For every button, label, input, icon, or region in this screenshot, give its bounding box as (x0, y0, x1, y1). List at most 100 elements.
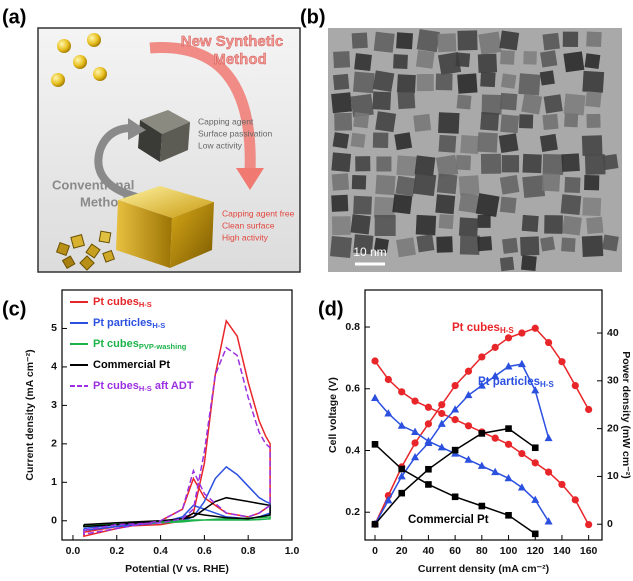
legend-subscript: H-S (139, 300, 152, 309)
nanocube (582, 71, 604, 93)
nanocube (522, 215, 539, 232)
nanocube (502, 238, 518, 254)
nanocube (521, 255, 537, 271)
legend-name: Commercial Pt (93, 359, 170, 371)
series-line (84, 321, 270, 536)
tem-image (328, 28, 622, 272)
nanocube (457, 30, 477, 50)
nanocube (478, 31, 501, 54)
nanocube (501, 73, 516, 88)
nanocube (585, 154, 606, 175)
nanocube (522, 154, 541, 173)
nanocube (375, 175, 395, 195)
nanocube (478, 215, 491, 228)
y-tick-label: 4 (51, 361, 57, 373)
marker (532, 325, 539, 332)
nanocube (460, 235, 480, 255)
nanocube (354, 53, 372, 71)
nanocube (476, 193, 500, 217)
marker (425, 420, 432, 427)
scheme-note: Clean surface (222, 220, 275, 230)
nanocube (413, 173, 436, 196)
marker (371, 394, 379, 401)
marker (572, 382, 579, 389)
annotation-subscript: H-S (500, 326, 514, 335)
new-method-text: New Synthetic (181, 33, 284, 50)
nanocube (482, 94, 502, 114)
nanocube (394, 132, 412, 150)
x-tick-label: 160 (580, 545, 598, 557)
marker (505, 441, 512, 448)
nanocube (439, 214, 454, 229)
marker (505, 334, 512, 341)
nanocube (417, 74, 434, 91)
panel-label: (b) (300, 6, 326, 28)
nanocube (564, 177, 580, 193)
nanocube (519, 114, 533, 128)
nanocube (563, 51, 584, 72)
nanocube (480, 112, 499, 131)
y2-tick-label: 40 (607, 327, 619, 339)
nanocube (353, 72, 375, 94)
nanocube (561, 194, 582, 215)
nanocube (333, 132, 350, 149)
nanocube (564, 93, 586, 115)
scheme-note: Low activity (198, 140, 243, 150)
nanocube (460, 135, 479, 154)
nanocube (351, 133, 366, 148)
nanocube (334, 113, 352, 131)
legend-entry: Pt cubesH-S aft ADT (93, 380, 194, 393)
nanocube (350, 214, 370, 234)
x-axis-title: Potential (V vs. RHE) (125, 563, 229, 575)
marker (492, 344, 499, 351)
marker (585, 521, 592, 528)
marker (518, 483, 526, 490)
marker (518, 360, 526, 367)
nanocube (582, 236, 603, 257)
scheme-note: Capping agent free (222, 208, 295, 218)
marker (545, 339, 552, 346)
nanocube (499, 31, 519, 51)
x-tick-label: 0.2 (109, 545, 124, 557)
nanocube (586, 217, 603, 234)
marker (464, 391, 472, 398)
small-cube (99, 231, 111, 243)
nanocube (416, 234, 434, 252)
nanocube (396, 32, 413, 49)
scheme-note: High activity (222, 232, 269, 242)
nanocube (375, 215, 396, 236)
legend-name: Pt cubes (93, 380, 139, 392)
series-annotation: Pt cubesH-S (452, 322, 514, 335)
y-tick-label: 2 (51, 438, 57, 450)
y-axis-title: Current density (mA cm⁻²) (24, 349, 36, 480)
scheme-note: Capping agent (198, 116, 254, 126)
marker (532, 459, 539, 466)
marker (372, 521, 379, 528)
nanocube (456, 155, 471, 170)
nanocube (437, 33, 456, 52)
series-annotation: Commercial Pt (408, 514, 489, 526)
nanocube (333, 74, 349, 90)
nanocube (542, 114, 558, 130)
y-tick-label: 0.6 (345, 383, 360, 395)
annotation-name: Pt particles (478, 376, 540, 388)
legend-name: Pt particles (93, 317, 152, 329)
marker (478, 353, 485, 360)
nanocube (331, 195, 348, 212)
nanocube (522, 175, 545, 198)
legend-entry: Pt cubesPVP-washing (93, 338, 187, 351)
nanocube (435, 194, 455, 214)
series-line (375, 398, 549, 522)
nanocube (500, 50, 515, 65)
nanocube (459, 175, 480, 196)
nanocube (436, 73, 453, 90)
legend-name: Pt cubes (93, 338, 139, 350)
nanocube (582, 135, 603, 156)
marker (452, 447, 459, 454)
nanocube (540, 134, 558, 152)
y-tick-label: 1 (51, 476, 57, 488)
nanocube (478, 54, 497, 73)
nanocube (376, 156, 391, 171)
seed (51, 73, 65, 87)
series-annotation: Pt particlesH-S (478, 376, 554, 389)
